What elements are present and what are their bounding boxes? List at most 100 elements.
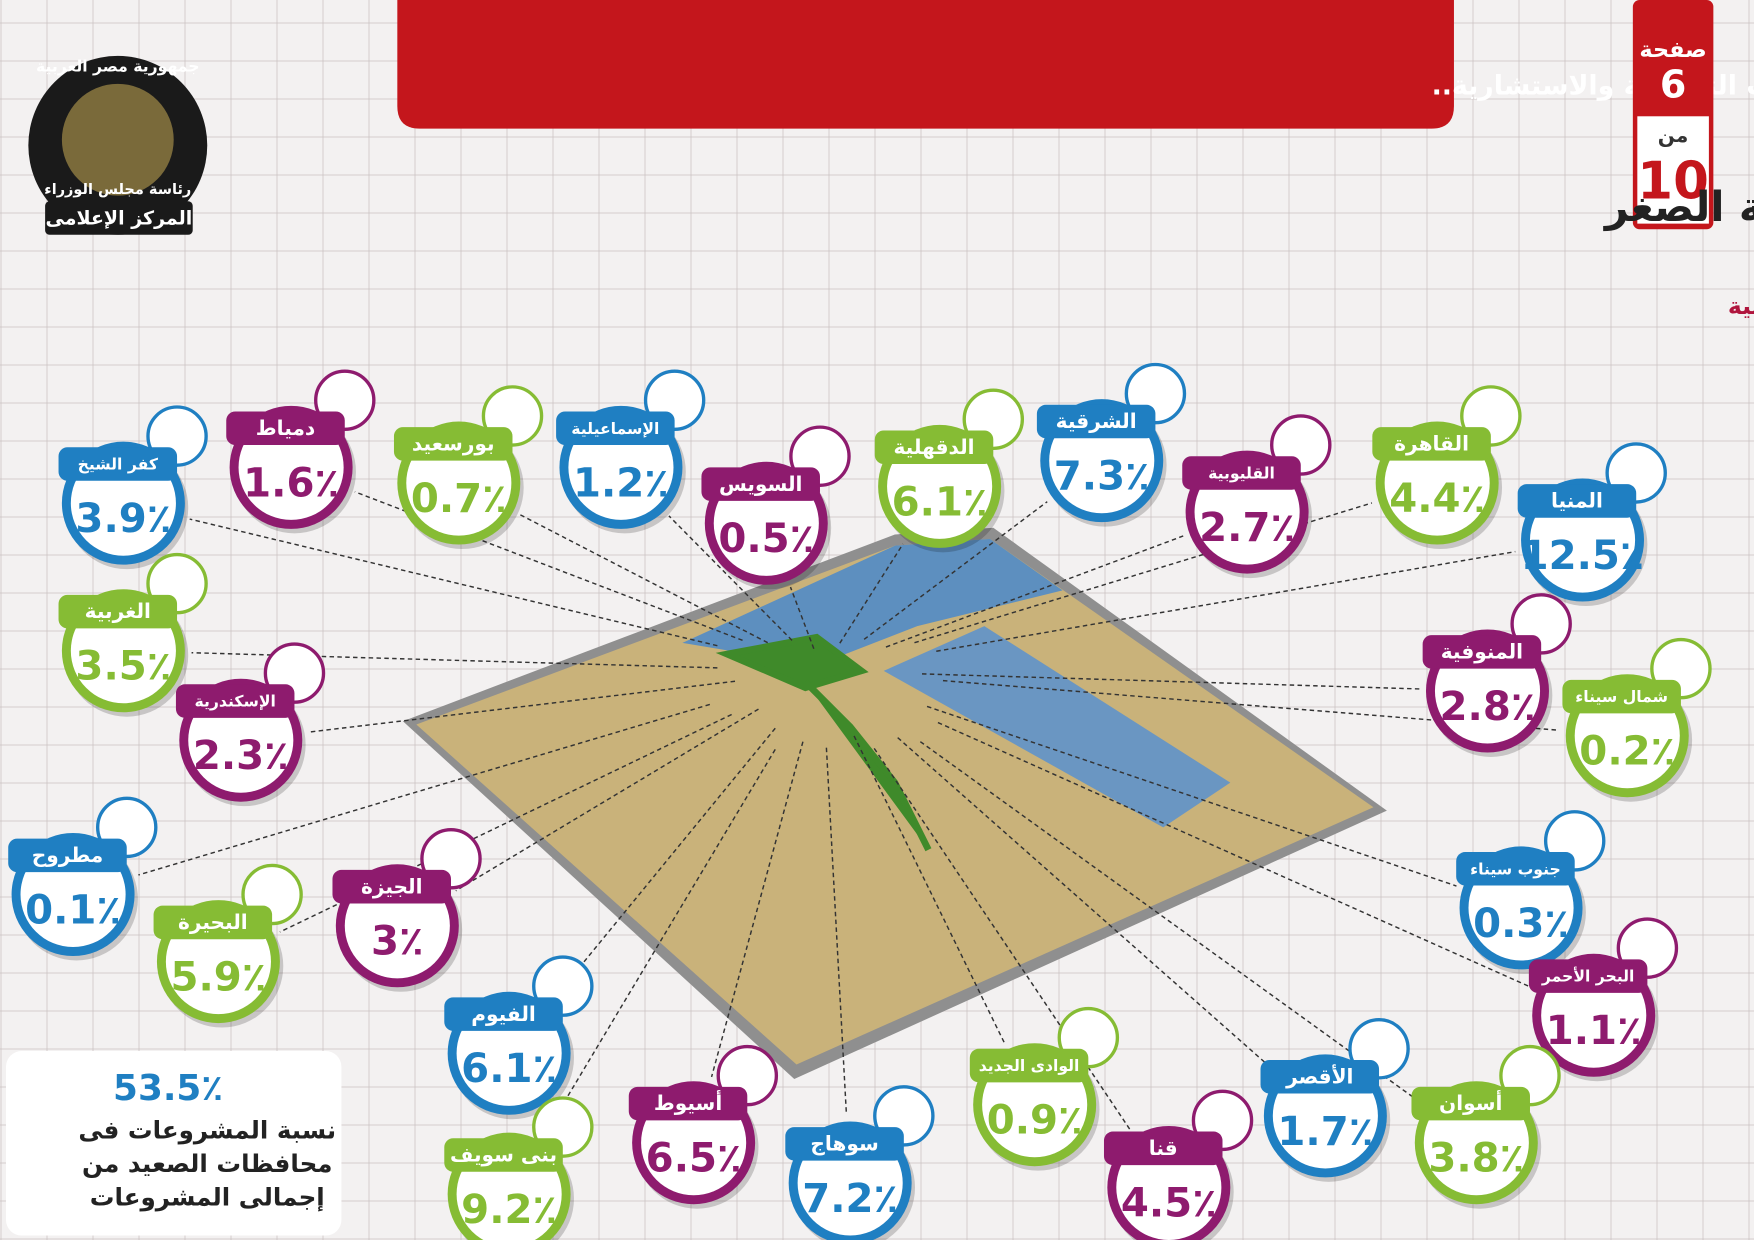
governorate-value: 1.2٪ bbox=[573, 460, 669, 506]
name-tab bbox=[556, 411, 675, 446]
governorate-name: دمياط bbox=[256, 416, 315, 440]
governorate-value: 1.6٪ bbox=[243, 460, 339, 506]
governorate: بورسعيد 0.7٪ bbox=[393, 385, 544, 549]
governorate: البحيرة 5.9٪ bbox=[153, 863, 303, 1028]
link-line bbox=[825, 747, 848, 1115]
map bbox=[402, 527, 1387, 1079]
governorate-value: 12.5٪ bbox=[1521, 533, 1645, 579]
name-tab bbox=[628, 1086, 748, 1121]
link-line bbox=[789, 586, 815, 649]
logo-middle: رئاسة مجلس الوزراء bbox=[44, 182, 191, 198]
governorate-value: 2.3٪ bbox=[193, 733, 289, 779]
governorate: الغربية 3.5٪ bbox=[58, 552, 208, 717]
name-tab bbox=[444, 1138, 563, 1172]
governorate-value: 3.8٪ bbox=[1428, 1136, 1524, 1182]
governorate-name: أسوان bbox=[1439, 1089, 1502, 1115]
governorate-name: قنا bbox=[1149, 1136, 1178, 1160]
governorate: القليوبية 2.7٪ bbox=[1182, 414, 1332, 579]
name-tab bbox=[175, 684, 295, 718]
name-tab bbox=[701, 467, 820, 501]
link-line bbox=[455, 708, 759, 892]
summary-line: إجمالى المشروعات bbox=[90, 1183, 325, 1213]
governorate-value: 5.9٪ bbox=[170, 954, 266, 1000]
name-tab bbox=[1372, 427, 1491, 461]
governorate: الوادى الجديد 0.9٪ bbox=[969, 1006, 1120, 1171]
name-tab bbox=[58, 594, 178, 629]
name-tab bbox=[1422, 635, 1542, 669]
governorate: الإسماعيلية 1.2٪ bbox=[556, 369, 706, 534]
page-of: من bbox=[1658, 123, 1689, 147]
link-line bbox=[885, 535, 1184, 648]
governorate-name: الغربية bbox=[85, 599, 151, 623]
page-total: 10 bbox=[1637, 151, 1709, 211]
governorate-name: السويس bbox=[719, 472, 803, 496]
summary-line: نسبة المشروعات فى bbox=[78, 1116, 336, 1146]
governorate-value: 4.5٪ bbox=[1121, 1180, 1217, 1226]
governorate-value: 2.8٪ bbox=[1440, 684, 1536, 730]
name-tab bbox=[1517, 484, 1637, 518]
governorate-name: مطروح bbox=[32, 843, 104, 867]
link-line bbox=[926, 705, 1457, 887]
governorate-name: شمال سيناء bbox=[1575, 687, 1668, 706]
governorate: شمال سيناء 0.2٪ bbox=[1562, 637, 1712, 802]
governorate-value: 1.7٪ bbox=[1277, 1109, 1373, 1155]
name-tab bbox=[1182, 456, 1301, 490]
governorate-value: 6.1٪ bbox=[461, 1046, 557, 1092]
link-line bbox=[942, 679, 1560, 731]
link-line bbox=[551, 727, 776, 1001]
link-line bbox=[138, 703, 711, 876]
governorate-name: جنوب سيناء bbox=[1470, 859, 1561, 878]
governorate: الفيوم 6.1٪ bbox=[444, 955, 594, 1120]
link-line bbox=[936, 550, 1516, 652]
name-tab bbox=[153, 905, 273, 940]
summary-box bbox=[5, 1051, 342, 1236]
governorate: دمياط 1.6٪ bbox=[226, 369, 376, 534]
governorate-value: 0.2٪ bbox=[1579, 729, 1675, 775]
governorate: أسوان 3.8٪ bbox=[1411, 1044, 1561, 1209]
governorate: مطروح 0.1٪ bbox=[8, 796, 158, 961]
name-tab bbox=[1036, 404, 1156, 439]
map-nile bbox=[715, 633, 932, 852]
name-tab bbox=[874, 430, 994, 465]
page-box-inner bbox=[1637, 116, 1709, 224]
governorate-name: الشرقية bbox=[1056, 409, 1137, 433]
page-current: 6 bbox=[1660, 63, 1686, 107]
governorate-name: الدقهلية bbox=[893, 435, 974, 459]
governorate-name: المنوفية bbox=[1441, 639, 1523, 663]
logo-bottom: المركز الإعلامى bbox=[46, 208, 193, 230]
link-line bbox=[914, 502, 1373, 644]
summary-line: محافظات الصعيد من bbox=[82, 1149, 333, 1178]
name-tab bbox=[1562, 679, 1681, 714]
link-line bbox=[839, 543, 904, 644]
logo-top: جمهورية مصر العربية bbox=[36, 57, 200, 76]
name-tab bbox=[969, 1048, 1089, 1083]
title: طفرة نوعية فى معدلات نمو وانتشار ونجاح ا… bbox=[1603, 183, 1754, 232]
map-red-sea bbox=[883, 626, 1231, 828]
governorate-name: سوهاج bbox=[810, 1131, 878, 1155]
governorate-name: الإسكندرية bbox=[195, 692, 276, 711]
governorate: البحر الأحمر 1.1٪ bbox=[1528, 917, 1679, 1082]
page-label: صفحة bbox=[1639, 37, 1706, 63]
name-tab bbox=[8, 838, 127, 873]
governorate-value: 0.7٪ bbox=[411, 476, 507, 522]
name-tab bbox=[226, 411, 345, 446]
governorate-name: الفيوم bbox=[471, 1002, 535, 1026]
governorate-value: 0.1٪ bbox=[25, 887, 121, 933]
link-line bbox=[897, 737, 1275, 1072]
governorate: المنوفية 2.8٪ bbox=[1422, 593, 1572, 757]
logo-emblem bbox=[61, 83, 174, 196]
governorate: الإسكندرية 2.3٪ bbox=[175, 642, 326, 807]
link-line bbox=[668, 515, 793, 641]
link-line bbox=[919, 741, 1422, 1104]
governorate: السويس 0.5٪ bbox=[701, 425, 851, 590]
governorate: كفر الشيخ 3.9٪ bbox=[58, 405, 208, 570]
governorate: المنيا 12.5٪ bbox=[1517, 442, 1667, 607]
summary-value: 53.5٪ bbox=[113, 1068, 223, 1109]
top-banner bbox=[397, 0, 1454, 129]
name-tab bbox=[444, 997, 563, 1031]
governorate-name: الإسماعيلية bbox=[571, 419, 659, 438]
governorate-value: 7.2٪ bbox=[802, 1176, 898, 1222]
governorate: سوهاج 7.2٪ bbox=[785, 1085, 935, 1240]
governorate: الشرقية 7.3٪ bbox=[1036, 362, 1187, 527]
governorate-value: 6.5٪ bbox=[646, 1136, 742, 1182]
